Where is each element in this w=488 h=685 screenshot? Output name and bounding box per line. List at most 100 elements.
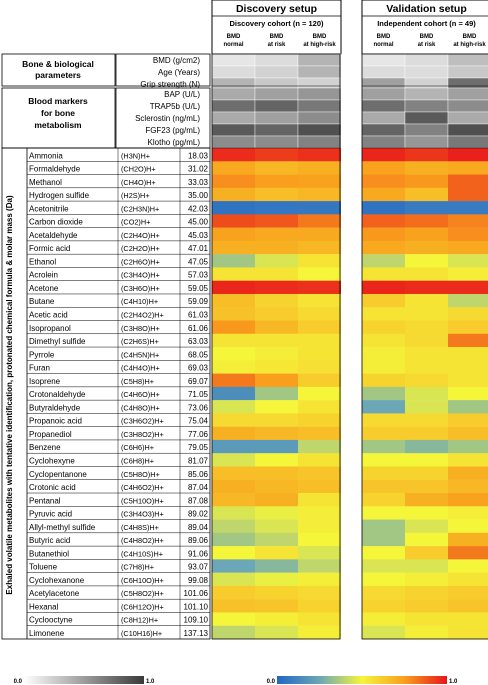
heatmap-cell	[298, 161, 341, 175]
heatmap-cell	[405, 320, 448, 334]
group-box	[1, 53, 116, 87]
heatmap-cell	[255, 426, 298, 441]
parameter-label: Sclerostin (ng/mL)	[135, 114, 200, 123]
heatmap-cell	[298, 240, 341, 255]
grey-cell	[254, 135, 299, 149]
metabolite-mass: 69.03	[188, 364, 209, 373]
heatmap-cell	[405, 254, 448, 268]
heatmap-cell	[448, 572, 488, 587]
metabolite-mass: 87.08	[188, 496, 209, 505]
heatmap-cell	[255, 453, 298, 467]
heatmap-cell	[362, 453, 405, 467]
metabolite-mass: 75.04	[188, 417, 209, 426]
column-header-line1: BMD	[227, 34, 241, 40]
metabolite-formula: (CH4O)H+	[121, 178, 156, 187]
heatmap-cell	[212, 214, 255, 228]
metabolite-name: Acetonitrile	[29, 204, 69, 213]
heatmap-cell	[448, 187, 488, 202]
grey-cell	[447, 65, 488, 79]
metabolite-formula: (C2H3N)H+	[121, 204, 159, 213]
heatmap-cell	[298, 293, 341, 308]
metabolite-formula: (C6H8)H+	[121, 456, 154, 465]
metabolite-name: Isoprene	[29, 377, 61, 386]
heatmap-cell	[405, 413, 448, 427]
metabolite-mass: 89.04	[188, 523, 209, 532]
heatmap-cell	[212, 479, 255, 494]
metabolite-mass: 109.10	[184, 616, 209, 625]
heatmap-cell	[405, 240, 448, 255]
parameter-label: Klotho (pg/mL)	[148, 138, 201, 147]
metabolite-formula: (C4H8O2)H+	[121, 536, 164, 545]
heatmap-cell	[298, 572, 341, 587]
metabolite-formula: (C4H10)H+	[121, 297, 158, 306]
heatmap-cell	[448, 307, 488, 321]
grey-cell	[447, 99, 488, 113]
heatmap-cell	[212, 493, 255, 507]
heatmap-cell	[405, 148, 448, 162]
heatmap-cell	[362, 187, 405, 202]
metabolite-mass: 63.03	[188, 337, 209, 346]
heatmap-cell	[298, 227, 341, 242]
heatmap-cell	[362, 532, 405, 547]
grey-cell	[211, 99, 256, 113]
legend-min-label: 0.0	[267, 679, 276, 685]
heatmap-cell	[448, 320, 488, 334]
heatmap-cell	[362, 214, 405, 228]
grey-cell	[211, 111, 256, 125]
metabolite-formula: (C3H6O2)H+	[121, 417, 164, 426]
heatmap-cell	[362, 347, 405, 361]
heatmap-cell	[448, 506, 488, 520]
metabolite-mass: 45.00	[188, 218, 209, 227]
heatmap-cell	[212, 585, 255, 600]
metabolite-mass: 79.05	[188, 443, 209, 452]
heatmap-cell	[298, 466, 341, 480]
grey-cell	[297, 123, 342, 137]
metabolite-name: Hexanal	[29, 602, 59, 611]
grey-cell	[447, 53, 488, 67]
heatmap-cell	[362, 439, 405, 454]
heatmap-cell	[362, 493, 405, 507]
grey-cell	[361, 99, 406, 113]
cohort-label: Independent cohort (n = 49)	[377, 19, 476, 28]
metabolite-mass: 71.05	[188, 390, 209, 399]
heatmap-cell	[255, 347, 298, 361]
heatmap-cell	[298, 506, 341, 520]
heatmap-cell	[405, 347, 448, 361]
heatmap-cell	[255, 519, 298, 534]
heatmap-cell	[362, 254, 405, 268]
metabolite-name: Pyruvic acid	[29, 510, 72, 519]
heatmap-cell	[212, 293, 255, 308]
grey-cell	[254, 87, 299, 101]
heatmap-cell	[212, 453, 255, 467]
heatmap-cell	[298, 585, 341, 600]
heatmap-cell	[405, 625, 448, 640]
heatmap-cell	[255, 214, 298, 228]
heatmap-cell	[405, 585, 448, 600]
heatmap-cell	[212, 506, 255, 520]
heatmap-cell	[255, 625, 298, 640]
column-header-line1: BMD	[313, 34, 327, 40]
setup-title: Validation setup	[386, 3, 467, 15]
heatmap-cell	[448, 227, 488, 242]
grey-cell	[297, 87, 342, 101]
heatmap-cell	[255, 559, 298, 573]
metabolite-formula: (C2H4O)H+	[121, 231, 160, 240]
metabolite-formula: (C4H8O)H+	[121, 403, 160, 412]
color-legends: 0.0 1.0 0.0 1.0	[14, 676, 458, 685]
column-header-line2: at risk	[268, 42, 286, 48]
column-header-line1: BMD	[420, 34, 434, 40]
metabolite-name: Propanediol	[29, 430, 72, 439]
metabolite-formula: (CO2)H+	[121, 218, 150, 227]
heatmap-cell	[448, 373, 488, 388]
heatmap-cell	[362, 612, 405, 626]
heatmap-cell	[362, 307, 405, 321]
heatmap-cell	[298, 201, 341, 215]
heatmap-cell	[362, 479, 405, 494]
heatmap-cell	[212, 426, 255, 441]
grey-cell	[404, 65, 449, 79]
metabolite-mass: 45.03	[188, 231, 209, 240]
group-label: for bone	[41, 108, 75, 118]
column-header-line2: at high-risk	[453, 42, 486, 48]
parameter-label: Age (Years)	[158, 68, 200, 77]
